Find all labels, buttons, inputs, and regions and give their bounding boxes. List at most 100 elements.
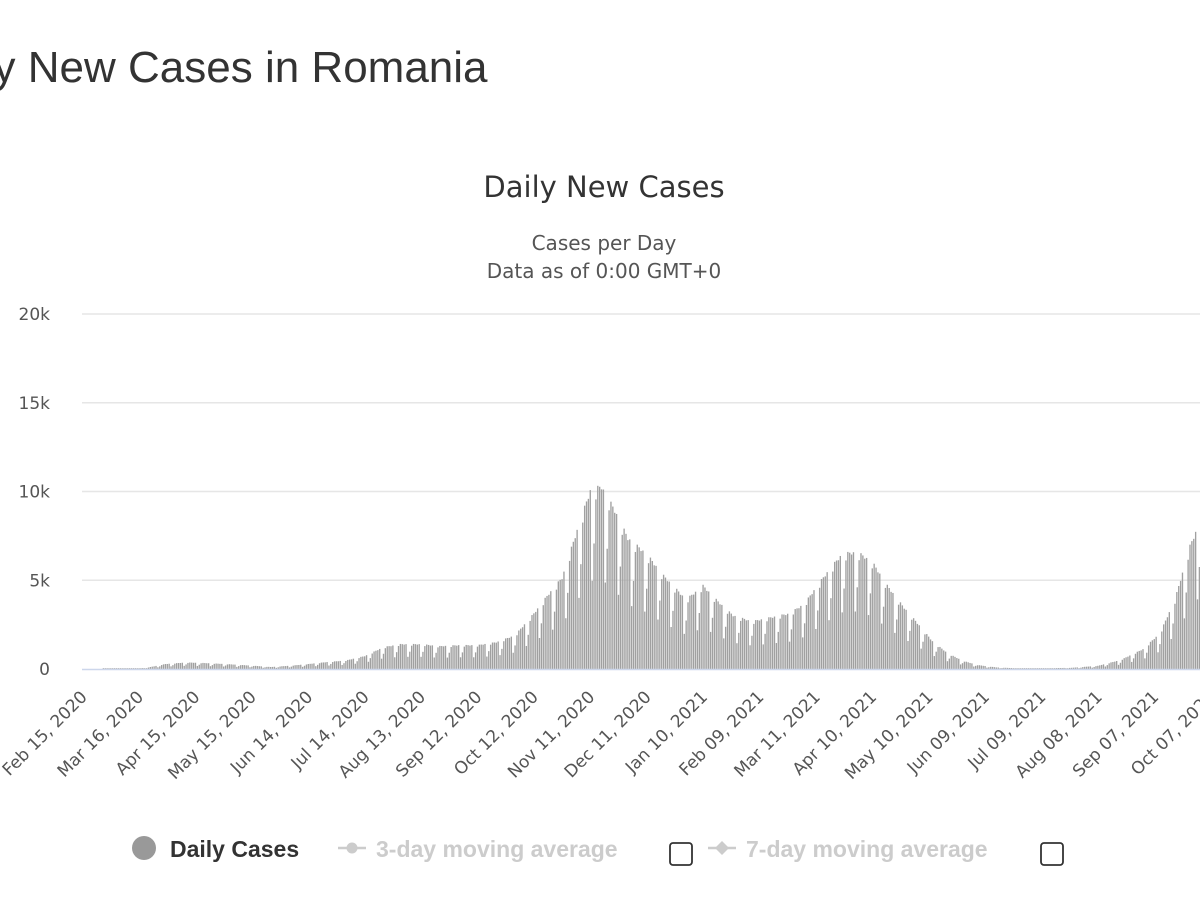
bar[interactable]: [1179, 580, 1182, 669]
bar[interactable]: [907, 641, 909, 669]
bar[interactable]: [570, 546, 573, 669]
bar[interactable]: [113, 668, 116, 669]
bar[interactable]: [555, 589, 558, 669]
bar[interactable]: [1196, 599, 1199, 669]
bar[interactable]: [973, 666, 975, 669]
bar[interactable]: [644, 611, 646, 669]
bar[interactable]: [627, 540, 629, 669]
bar[interactable]: [219, 663, 221, 669]
bar[interactable]: [345, 660, 347, 669]
bar[interactable]: [145, 668, 148, 669]
bar[interactable]: [580, 564, 582, 669]
bar[interactable]: [520, 628, 522, 669]
bar[interactable]: [420, 656, 422, 669]
bar[interactable]: [228, 664, 230, 669]
bar[interactable]: [802, 637, 804, 669]
bar[interactable]: [1198, 567, 1200, 669]
bar[interactable]: [1061, 667, 1063, 669]
bar[interactable]: [493, 642, 496, 669]
bar[interactable]: [187, 662, 189, 669]
bar[interactable]: [426, 644, 428, 669]
bar[interactable]: [766, 621, 768, 669]
bar[interactable]: [268, 666, 270, 669]
bar[interactable]: [518, 630, 520, 669]
bar[interactable]: [215, 663, 217, 669]
bar[interactable]: [1106, 665, 1108, 669]
bar[interactable]: [1194, 531, 1197, 669]
bar[interactable]: [369, 658, 371, 669]
bar[interactable]: [787, 613, 789, 669]
bar[interactable]: [333, 661, 336, 669]
bar[interactable]: [599, 486, 601, 669]
bar[interactable]: [978, 665, 981, 669]
bar[interactable]: [785, 615, 787, 669]
bar[interactable]: [956, 658, 958, 669]
bar[interactable]: [1151, 640, 1154, 669]
bar[interactable]: [542, 605, 544, 669]
bar[interactable]: [651, 560, 653, 669]
bar[interactable]: [843, 588, 845, 669]
bar[interactable]: [1191, 541, 1193, 669]
bar[interactable]: [1136, 651, 1139, 669]
bar[interactable]: [602, 489, 605, 669]
bar[interactable]: [514, 645, 516, 669]
bar[interactable]: [687, 602, 689, 669]
bar[interactable]: [117, 668, 120, 669]
bar[interactable]: [1016, 668, 1018, 669]
bar[interactable]: [653, 565, 655, 669]
bar[interactable]: [928, 636, 930, 669]
bar[interactable]: [867, 615, 870, 669]
bar[interactable]: [741, 617, 744, 669]
bar[interactable]: [164, 664, 167, 669]
bar[interactable]: [1014, 668, 1016, 669]
legend-checkbox[interactable]: [669, 842, 693, 866]
bar[interactable]: [356, 661, 358, 669]
bar[interactable]: [465, 644, 467, 669]
bar[interactable]: [1132, 658, 1135, 669]
bar[interactable]: [386, 646, 388, 669]
bar[interactable]: [1059, 667, 1061, 669]
bar[interactable]: [375, 650, 377, 669]
bar[interactable]: [516, 635, 518, 669]
bar[interactable]: [149, 667, 152, 669]
bar[interactable]: [790, 629, 793, 669]
bar[interactable]: [1018, 668, 1020, 669]
bar[interactable]: [659, 600, 661, 669]
legend-item[interactable]: 7-day moving average: [708, 836, 988, 862]
bar[interactable]: [384, 648, 387, 669]
bar[interactable]: [655, 565, 657, 669]
bar[interactable]: [625, 533, 627, 669]
bar[interactable]: [202, 662, 204, 669]
bar[interactable]: [614, 512, 616, 669]
bar[interactable]: [839, 555, 841, 669]
bar[interactable]: [326, 662, 328, 669]
bar[interactable]: [1005, 667, 1007, 669]
bar[interactable]: [456, 645, 458, 669]
bar[interactable]: [649, 557, 652, 669]
bar[interactable]: [666, 581, 669, 669]
bar[interactable]: [328, 665, 330, 669]
bar[interactable]: [1080, 667, 1082, 669]
bar[interactable]: [189, 662, 191, 670]
bar[interactable]: [108, 668, 110, 669]
bar[interactable]: [990, 666, 992, 669]
bar[interactable]: [505, 638, 507, 669]
bar[interactable]: [337, 661, 340, 669]
bar[interactable]: [758, 620, 761, 669]
bar[interactable]: [935, 651, 937, 669]
bar[interactable]: [343, 663, 345, 669]
bar[interactable]: [847, 551, 849, 669]
bar[interactable]: [247, 665, 249, 669]
bar[interactable]: [160, 665, 163, 669]
bar[interactable]: [125, 668, 127, 669]
bar[interactable]: [679, 594, 682, 669]
bar[interactable]: [762, 644, 764, 669]
bar[interactable]: [221, 663, 223, 669]
bar[interactable]: [206, 663, 208, 669]
bar[interactable]: [510, 636, 512, 669]
bar[interactable]: [429, 645, 432, 669]
bar[interactable]: [411, 645, 413, 669]
bar[interactable]: [416, 644, 418, 669]
bar[interactable]: [591, 580, 593, 669]
bar[interactable]: [136, 668, 138, 669]
